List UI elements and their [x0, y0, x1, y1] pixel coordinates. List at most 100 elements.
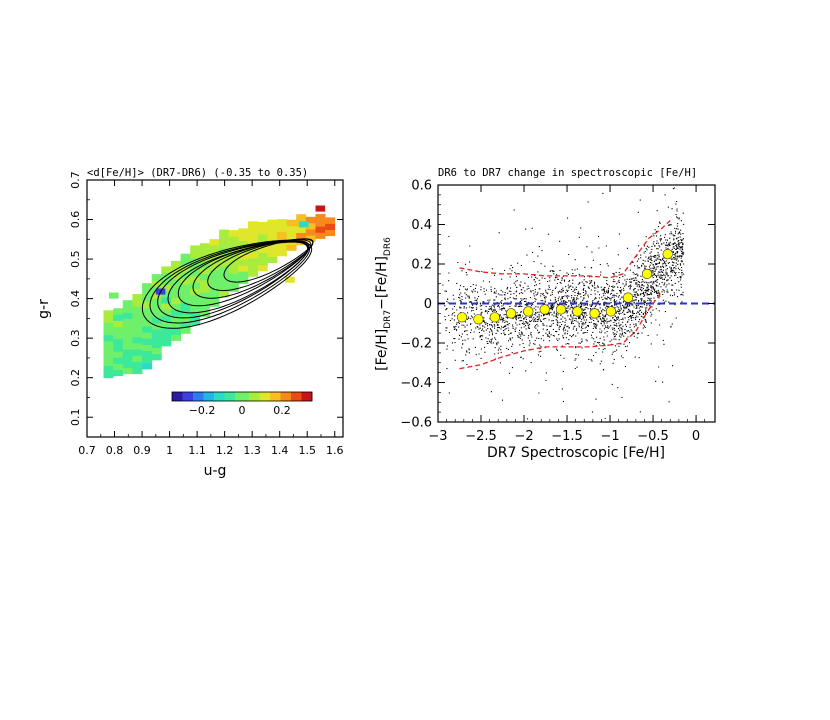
heatmap-cell — [103, 353, 114, 360]
right-x-tick-label: −3 — [428, 429, 447, 444]
right-y-tick-label: 0.2 — [411, 258, 432, 273]
heatmap-cell — [161, 266, 172, 273]
heatmap-cell — [151, 274, 162, 281]
heatmap-cell — [238, 277, 249, 284]
right-y-tick-label: 0.6 — [411, 179, 432, 194]
heatmap-cell — [103, 322, 114, 329]
heatmap-cell — [132, 318, 143, 326]
right-y-label-part1: [Fe/H] — [374, 329, 390, 371]
heatmap-cell — [286, 232, 297, 239]
heatmap-cell — [161, 321, 172, 328]
heatmap-cell — [209, 239, 220, 246]
right-y-ticks: −0.6 −0.4 −0.2 0 0.2 0.4 0.6 — [400, 179, 715, 431]
heatmap-cell — [142, 320, 153, 327]
colorbar-cell — [210, 392, 215, 401]
heatmap-cell — [142, 289, 153, 296]
heatmap-cell — [219, 266, 230, 273]
heatmap-cell — [238, 234, 249, 242]
heatmap-cell — [325, 229, 336, 237]
colorbar-cell — [196, 392, 201, 401]
colorbar-cell — [189, 392, 194, 401]
left-x-tick-label: 1 — [166, 444, 173, 457]
heatmap-cell — [248, 239, 258, 247]
heatmap-cell — [180, 272, 191, 279]
colorbar-cell — [308, 392, 313, 401]
heatmap-cell — [113, 351, 124, 358]
colorbar-tick-label: −0.2 — [189, 404, 216, 417]
colorbar-cell — [259, 392, 264, 401]
colorbar-cell — [186, 392, 190, 401]
heatmap-cell — [103, 340, 114, 348]
heatmap-cell — [276, 219, 287, 226]
heatmap-cell — [228, 273, 239, 280]
heatmap-cell — [151, 304, 162, 312]
heatmap-cell — [238, 252, 249, 260]
right-x-label: DR7 Spectroscopic [Fe/H] — [487, 445, 665, 461]
median-point — [539, 304, 550, 315]
heatmap-cell — [199, 273, 210, 281]
heatmap-cell — [190, 257, 201, 265]
heatmap-cell — [180, 296, 191, 304]
heatmap-cell — [305, 235, 316, 242]
median-point — [506, 308, 517, 319]
heatmap-cell — [142, 356, 153, 364]
heatmap-cell — [305, 229, 316, 236]
density-contours — [141, 238, 314, 329]
heatmap-cell — [151, 310, 162, 318]
heatmap-cell — [276, 249, 287, 257]
heatmap-cell — [132, 306, 143, 313]
heatmap-cell — [132, 324, 143, 332]
colorbar-cell — [280, 392, 285, 401]
colorbar-cell — [266, 392, 271, 401]
colorbar-cell — [200, 392, 204, 401]
heatmap-cell — [238, 240, 249, 248]
median-point — [662, 249, 673, 260]
heatmap-cell — [228, 267, 239, 274]
colorbar-tick-label: 0.2 — [273, 404, 291, 417]
heatmap-cell — [142, 338, 153, 345]
heatmap-cell — [142, 283, 153, 290]
colorbar-cell — [175, 392, 180, 401]
median-points — [457, 249, 673, 325]
heatmap-cell — [180, 253, 191, 261]
heatmap-cell — [219, 284, 230, 292]
colorbar-cell — [301, 392, 306, 401]
heatmap-cell — [315, 214, 326, 221]
heatmap-cell — [209, 269, 220, 277]
colorbar-cell — [305, 392, 309, 401]
heatmap-cell — [103, 359, 114, 366]
heatmap-cell — [142, 313, 153, 321]
heatmap-cell — [286, 219, 297, 227]
heatmap-cell — [151, 335, 162, 342]
colorbar — [171, 391, 313, 402]
heatmap-cell — [132, 343, 143, 350]
heatmap-cell — [286, 225, 297, 233]
heatmap-cell — [161, 284, 172, 292]
heatmap-cell — [142, 362, 153, 370]
heatmap-cell — [219, 278, 230, 286]
heatmap-cell — [209, 275, 220, 283]
contour-line — [149, 240, 311, 324]
left-x-tick-label: 0.9 — [133, 444, 151, 457]
colorbar-cell — [193, 392, 197, 401]
colorbar-cell — [245, 392, 250, 401]
heatmap-cell — [113, 332, 124, 340]
heatmap-cell — [257, 258, 268, 266]
heatmap-cell — [171, 334, 181, 341]
left-panel: <d[Fe/H]> (DR7-DR6) (-0.35 to 0.35) −0.2… — [36, 167, 344, 479]
heatmap-cell — [142, 295, 153, 302]
heatmap-cell — [132, 337, 143, 344]
heatmap-cell — [276, 243, 287, 251]
heatmap-cell — [209, 282, 220, 289]
heatmap-cell — [103, 371, 114, 379]
contour-line — [157, 240, 309, 319]
heatmap-cell — [122, 337, 133, 344]
heatmap-cell — [190, 263, 201, 271]
left-x-tick-label: 1.4 — [271, 444, 289, 457]
heatmap-cell — [151, 329, 162, 336]
left-x-tick-label: 1.5 — [298, 444, 316, 457]
heatmap-cell — [228, 260, 239, 268]
heatmap-cell — [190, 269, 201, 277]
left-y-tick-label: 0.4 — [69, 290, 82, 308]
left-x-tick-label: 0.7 — [78, 444, 96, 457]
